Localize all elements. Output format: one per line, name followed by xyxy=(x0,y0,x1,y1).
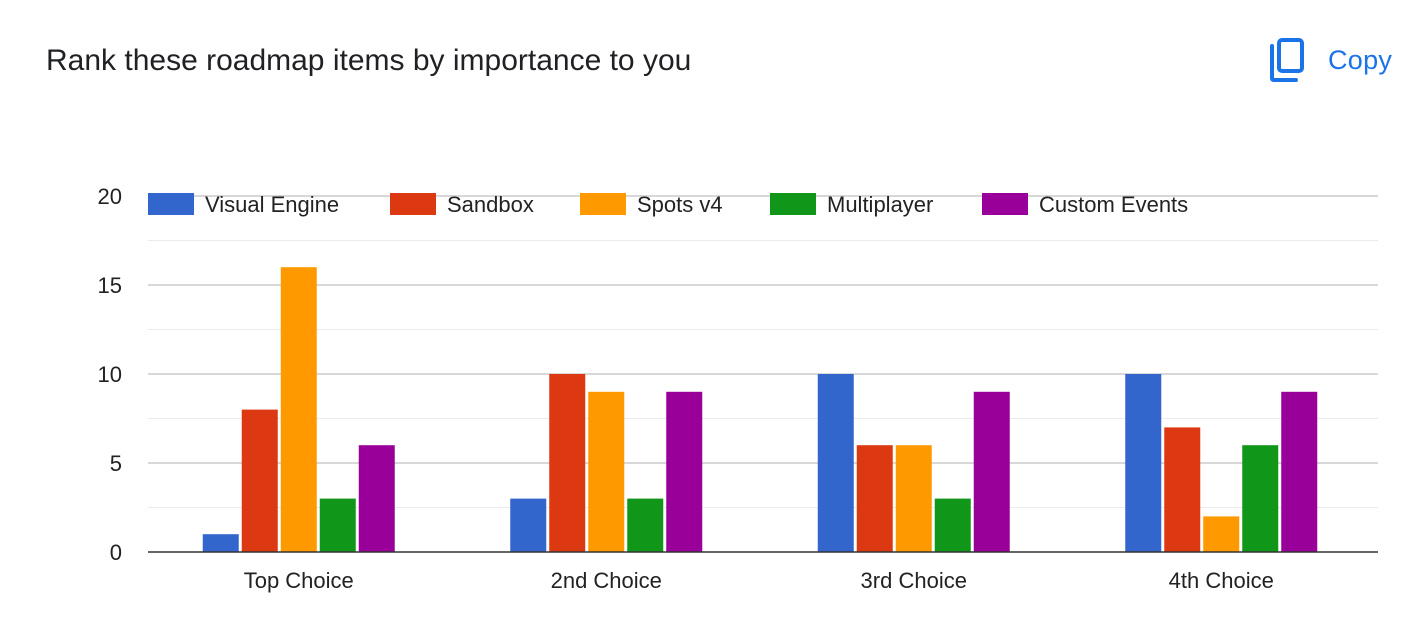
legend-item[interactable]: Spots v4 xyxy=(580,192,723,217)
chart-title: Rank these roadmap items by importance t… xyxy=(46,44,692,77)
legend-swatch xyxy=(390,193,436,215)
legend-label: Multiplayer xyxy=(827,192,933,217)
bar[interactable] xyxy=(358,445,395,552)
bar[interactable] xyxy=(1242,445,1279,552)
bar[interactable] xyxy=(202,534,239,552)
bar[interactable] xyxy=(1164,427,1201,552)
legend-label: Custom Events xyxy=(1039,192,1188,217)
legend: Visual Engine Sandbox Spots v4 Multiplayer C… xyxy=(148,192,1188,217)
bar[interactable] xyxy=(241,409,278,552)
bar[interactable] xyxy=(973,391,1010,552)
bar[interactable] xyxy=(510,498,547,552)
bar[interactable] xyxy=(549,374,586,552)
bar[interactable] xyxy=(280,267,317,552)
y-tick-label: 20 xyxy=(98,184,122,209)
bars xyxy=(202,267,1318,552)
bar[interactable] xyxy=(856,445,893,552)
y-tick-label: 15 xyxy=(98,273,122,298)
legend-item[interactable]: Visual Engine xyxy=(148,192,339,217)
y-axis-ticks: 0 5 10 15 20 xyxy=(98,184,122,565)
legend-item[interactable]: Multiplayer xyxy=(770,192,933,217)
x-tick-label: 2nd Choice xyxy=(551,568,662,593)
bar[interactable] xyxy=(817,374,854,552)
x-tick-label: 4th Choice xyxy=(1169,568,1274,593)
bar[interactable] xyxy=(1203,516,1240,552)
bar[interactable] xyxy=(588,391,625,552)
bar[interactable] xyxy=(666,391,703,552)
y-tick-label: 0 xyxy=(110,540,122,565)
x-tick-label: 3rd Choice xyxy=(861,568,967,593)
legend-item[interactable]: Custom Events xyxy=(982,192,1188,217)
bar[interactable] xyxy=(895,445,932,552)
legend-label: Sandbox xyxy=(447,192,534,217)
bar[interactable] xyxy=(1125,374,1162,552)
copy-button-label: Copy xyxy=(1328,44,1393,75)
y-tick-label: 5 xyxy=(110,451,122,476)
copy-button[interactable]: Copy xyxy=(1264,38,1392,82)
bar[interactable] xyxy=(934,498,971,552)
bar[interactable] xyxy=(627,498,664,552)
legend-swatch xyxy=(148,193,194,215)
legend-swatch xyxy=(770,193,816,215)
bar[interactable] xyxy=(319,498,356,552)
legend-item[interactable]: Sandbox xyxy=(390,192,534,217)
bar[interactable] xyxy=(1281,391,1318,552)
x-tick-label: Top Choice xyxy=(244,568,354,593)
legend-label: Visual Engine xyxy=(205,192,339,217)
legend-swatch xyxy=(982,193,1028,215)
legend-label: Spots v4 xyxy=(637,192,723,217)
copy-icon xyxy=(1270,38,1304,82)
legend-swatch xyxy=(580,193,626,215)
y-tick-label: 10 xyxy=(98,362,122,387)
x-axis-ticks: Top Choice 2nd Choice 3rd Choice 4th Choice xyxy=(244,568,1274,593)
